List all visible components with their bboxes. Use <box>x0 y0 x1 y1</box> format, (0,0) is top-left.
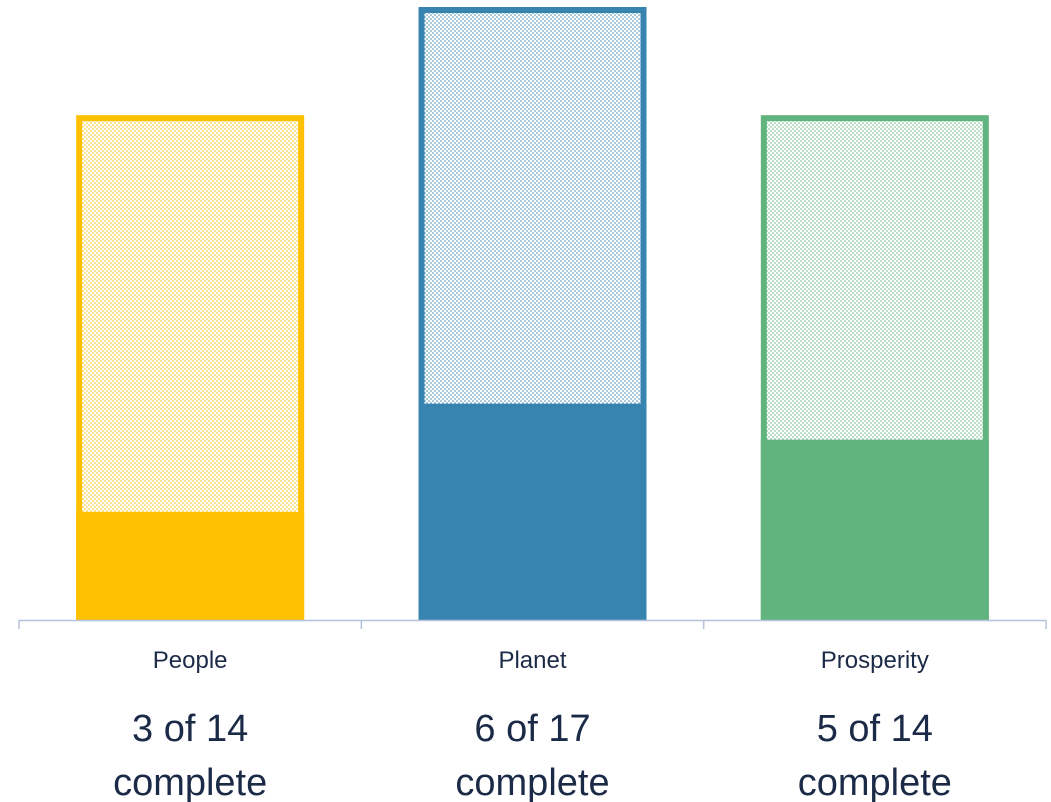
status-label-prosperity-line-2: complete <box>798 762 952 802</box>
status-label-prosperity-line-1: 5 of 14 <box>817 708 933 750</box>
bars-layer <box>76 7 989 620</box>
category-label-people: People <box>153 647 228 674</box>
bar-complete-people <box>76 511 305 620</box>
status-label-planet-line-1: 6 of 17 <box>474 708 590 750</box>
bar-complete-planet <box>418 403 647 620</box>
x-axis <box>18 619 1047 629</box>
category-label-prosperity: Prosperity <box>821 647 929 674</box>
status-label-people-line-1: 3 of 14 <box>132 708 248 750</box>
status-label-people-line-2: complete <box>113 762 267 802</box>
bar-complete-prosperity <box>760 439 989 620</box>
labels-layer: People 3 of 14 complete Planet 6 of 17 comple… <box>113 647 952 802</box>
category-label-planet: Planet <box>498 647 566 674</box>
status-label-planet-line-2: complete <box>455 762 609 802</box>
